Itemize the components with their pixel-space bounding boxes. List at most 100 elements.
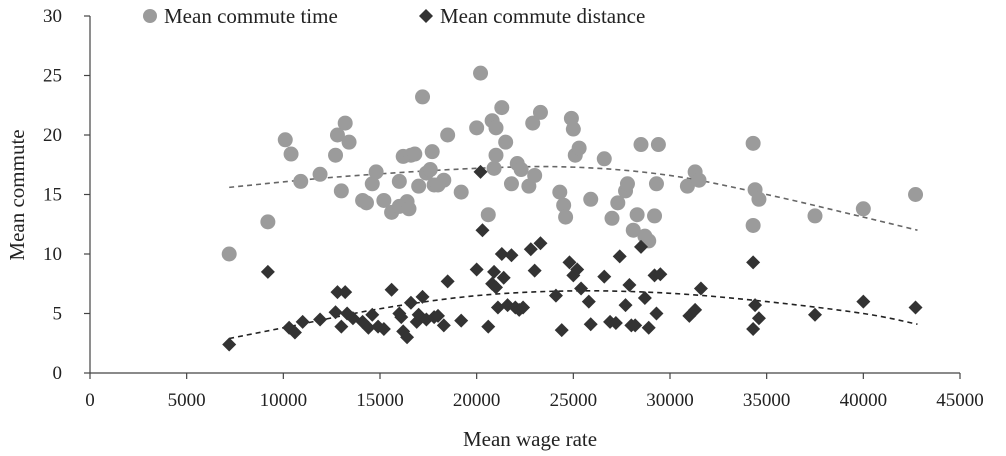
commute-time-point xyxy=(401,201,417,217)
commute-time-point xyxy=(430,177,446,193)
commute-distance-point xyxy=(376,321,391,336)
x-tick-label: 40000 xyxy=(840,390,888,411)
commute-time-point xyxy=(411,178,427,194)
commute-time-point xyxy=(293,173,309,189)
commute-time-point xyxy=(277,132,293,148)
commute-distance-point xyxy=(562,255,577,270)
commute-distance-point xyxy=(330,285,345,300)
commute-distance-point xyxy=(365,307,380,322)
y-tick-label: 30 xyxy=(43,6,62,27)
commute-distance-point xyxy=(583,317,598,332)
commute-distance-point xyxy=(618,298,633,313)
x-tick-label: 35000 xyxy=(743,390,791,411)
commute-time-point xyxy=(679,178,695,194)
legend-marker-commute-time xyxy=(143,9,157,23)
y-tick-label: 25 xyxy=(43,66,62,87)
commute-time-point xyxy=(619,176,635,192)
commute-time-point xyxy=(376,192,392,208)
commute-distance-point xyxy=(574,281,589,296)
commute-distance-point xyxy=(490,300,505,315)
x-tick-label: 25000 xyxy=(550,390,598,411)
trendline-series-0 xyxy=(229,165,918,231)
commute-distance-point xyxy=(384,282,399,297)
x-tick-label: 10000 xyxy=(260,390,308,411)
commute-time-point xyxy=(648,176,664,192)
commute-distance-point xyxy=(628,318,643,333)
commute-time-point xyxy=(513,162,529,178)
commute-distance-point xyxy=(295,314,310,329)
commute-time-point xyxy=(745,217,761,233)
commute-time-point xyxy=(473,65,489,81)
commute-time-point xyxy=(908,187,924,202)
commute-distance-point xyxy=(400,330,415,345)
x-tick-label: 45000 xyxy=(936,390,984,411)
commute-distance-point xyxy=(222,337,237,352)
commute-distance-point xyxy=(527,263,542,278)
trendlines xyxy=(229,165,918,340)
commute-time-point xyxy=(751,191,767,207)
commute-distance-point xyxy=(431,308,445,323)
commute-distance-point xyxy=(612,249,627,264)
commute-distance-point xyxy=(440,274,455,289)
commute-time-point xyxy=(571,140,587,156)
commute-distance-point xyxy=(338,285,353,300)
commute-distance-point xyxy=(548,288,563,303)
commute-time-point xyxy=(525,115,541,131)
y-tick-label: 20 xyxy=(43,125,62,146)
commute-distance-point xyxy=(637,291,652,306)
commute-time-point xyxy=(364,176,380,192)
y-tick-label: 5 xyxy=(53,304,63,325)
commute-distance-point xyxy=(516,300,531,315)
commute-time-point xyxy=(647,208,663,224)
commute-distance-point xyxy=(313,312,328,327)
commute-time-point xyxy=(745,135,761,151)
commute-time-point xyxy=(440,127,456,143)
commute-time-point xyxy=(494,100,510,116)
commute-time-point xyxy=(424,144,440,160)
commute-distance-point xyxy=(649,306,664,321)
commute-time-point xyxy=(312,166,328,182)
x-tick-label: 20000 xyxy=(453,390,501,411)
commute-distance-point xyxy=(361,320,376,335)
commute-distance-point xyxy=(856,294,871,309)
commute-distance-point xyxy=(634,239,648,254)
commute-time-point xyxy=(328,147,344,163)
commute-time-point xyxy=(604,210,620,226)
commute-time-point xyxy=(625,222,641,238)
commute-distance-point xyxy=(494,247,509,261)
axes xyxy=(84,15,961,379)
commute-time-point xyxy=(488,147,504,163)
commute-distance-point xyxy=(746,321,761,336)
commute-time-point xyxy=(552,184,568,200)
commute-distance-point xyxy=(328,305,343,320)
commute-time-point xyxy=(503,176,519,192)
commute-distance-point xyxy=(581,294,596,309)
commute-time-point xyxy=(532,104,548,120)
legend-label-commute-distance: Mean commute distance xyxy=(440,4,645,28)
data-points xyxy=(221,65,924,352)
x-axis-title: Mean wage rate xyxy=(463,427,597,451)
y-tick-label: 10 xyxy=(43,244,62,265)
commute-distance-point xyxy=(496,270,511,285)
commute-distance-point xyxy=(469,262,484,277)
commute-distance-point xyxy=(487,264,502,279)
commute-distance-point xyxy=(334,319,349,334)
commute-distance-point xyxy=(751,311,766,326)
commute-distance-point xyxy=(554,323,569,338)
commute-distance-point xyxy=(260,264,275,279)
x-tick-label: 0 xyxy=(85,390,95,411)
commute-time-point xyxy=(486,160,502,176)
x-tick-labels: 0 5000 10000 15000 20000 25000 30000 35000 40000… xyxy=(85,390,984,411)
commute-time-point xyxy=(337,115,353,131)
commute-distance-point xyxy=(693,281,708,296)
commute-time-point xyxy=(453,184,469,200)
commute-distance-point xyxy=(908,300,923,315)
commute-time-point xyxy=(480,207,496,223)
commute-time-point xyxy=(855,201,871,217)
commute-time-point xyxy=(565,121,581,137)
commute-distance-point xyxy=(597,269,612,284)
commute-time-point xyxy=(650,137,666,153)
commute-time-point xyxy=(329,127,345,143)
commute-distance-point xyxy=(688,302,703,317)
